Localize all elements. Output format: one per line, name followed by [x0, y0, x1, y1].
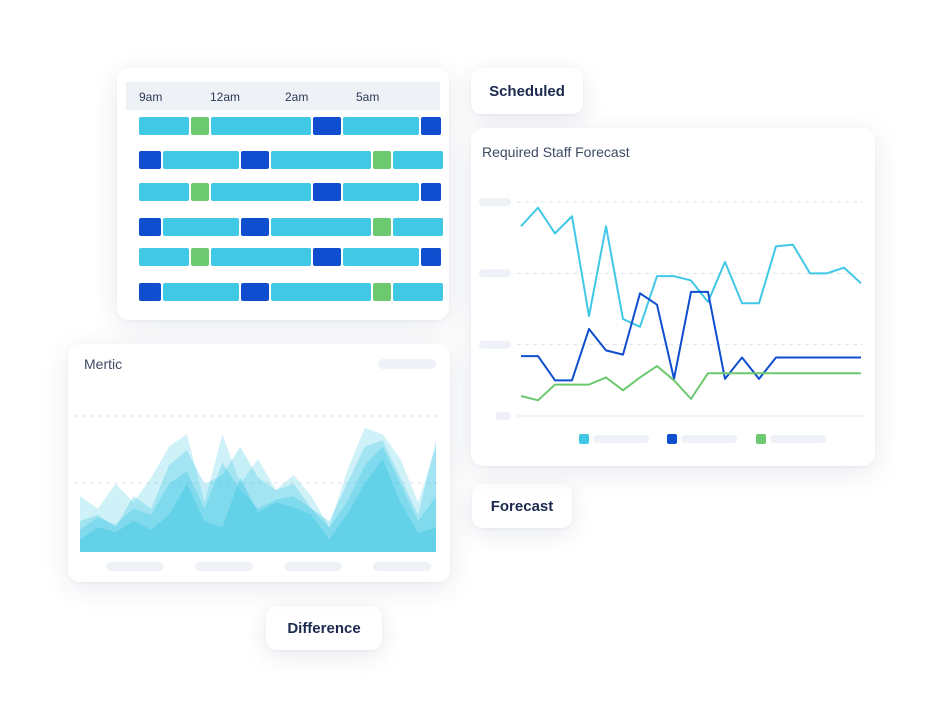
metric-card: Mertic — [68, 344, 450, 582]
forecast-y-tick-placeholder — [479, 340, 511, 349]
forecast-title: Required Staff Forecast — [482, 144, 630, 160]
scheduled-label: Scheduled — [471, 68, 583, 114]
time-label-12am: 12am — [210, 90, 241, 104]
schedule-segment — [241, 283, 269, 301]
schedule-segment — [139, 183, 189, 201]
metric-area-series-3 — [80, 446, 436, 552]
time-label-5am: 5am — [356, 90, 380, 104]
time-label-9am: 9am — [139, 90, 163, 104]
schedule-segment — [393, 218, 443, 236]
metric-area-series-2 — [80, 440, 436, 552]
metric-x-placeholder-2 — [195, 562, 253, 571]
forecast-series-line-2 — [521, 290, 861, 382]
schedule-segment — [343, 117, 419, 135]
schedule-segment — [343, 248, 419, 266]
forecast-y-tick-placeholder — [479, 269, 511, 278]
schedule-segment — [421, 183, 441, 201]
schedule-segment — [191, 183, 209, 201]
schedule-segment — [163, 151, 239, 169]
schedule-segment — [163, 283, 239, 301]
metric-x-placeholder-3 — [284, 562, 342, 571]
schedule-segment — [271, 283, 371, 301]
schedule-segment — [373, 283, 391, 301]
schedule-segment — [139, 218, 161, 236]
forecast-y-tick-placeholder — [495, 412, 511, 420]
schedule-segment — [313, 117, 341, 135]
metric-title: Mertic — [84, 356, 123, 372]
schedule-segment — [373, 218, 391, 236]
metric-area-series-1 — [80, 428, 436, 552]
schedule-segment — [343, 183, 419, 201]
metric-area-series-4 — [80, 459, 436, 552]
forecast-series-line-1 — [520, 206, 862, 328]
legend-label-placeholder — [681, 435, 737, 443]
schedule-segment — [271, 218, 371, 236]
schedule-segment — [313, 248, 341, 266]
metric-area-chart — [74, 415, 440, 552]
schedule-segment — [241, 151, 269, 169]
time-label-2am: 2am — [285, 90, 309, 104]
schedule-segment — [139, 248, 189, 266]
schedule-segment — [139, 117, 189, 135]
schedule-segment — [241, 218, 269, 236]
legend-swatch — [667, 434, 677, 444]
schedule-segment — [191, 117, 209, 135]
schedule-segment — [211, 248, 311, 266]
schedule-segment — [393, 283, 443, 301]
schedule-segment — [421, 248, 441, 266]
schedule-card: 9am 12am 2am 5am — [117, 68, 449, 320]
schedule-segment — [211, 183, 311, 201]
legend-swatch — [579, 434, 589, 444]
schedule-segment — [271, 151, 371, 169]
forecast-label: Forecast — [472, 484, 572, 528]
schedule-segment — [163, 218, 239, 236]
legend-label-placeholder — [593, 435, 649, 443]
schedule-segment — [313, 183, 341, 201]
schedule-segment — [421, 117, 441, 135]
schedule-segment — [139, 151, 161, 169]
legend-label-placeholder — [770, 435, 826, 443]
forecast-y-tick-placeholder — [479, 198, 511, 206]
metric-header-placeholder — [378, 359, 436, 369]
forecast-line-chart — [479, 198, 863, 444]
difference-label: Difference — [266, 606, 382, 650]
metric-x-placeholder-1 — [106, 562, 164, 571]
schedule-segment — [393, 151, 443, 169]
schedule-segment — [191, 248, 209, 266]
metric-x-placeholder-4 — [373, 562, 431, 571]
schedule-segment — [373, 151, 391, 169]
forecast-card: Required Staff Forecast — [471, 128, 875, 466]
legend-swatch — [756, 434, 766, 444]
schedule-header: 9am 12am 2am 5am — [126, 82, 440, 110]
schedule-segment — [139, 283, 161, 301]
schedule-segment — [211, 117, 311, 135]
forecast-series-line-3 — [520, 365, 861, 402]
